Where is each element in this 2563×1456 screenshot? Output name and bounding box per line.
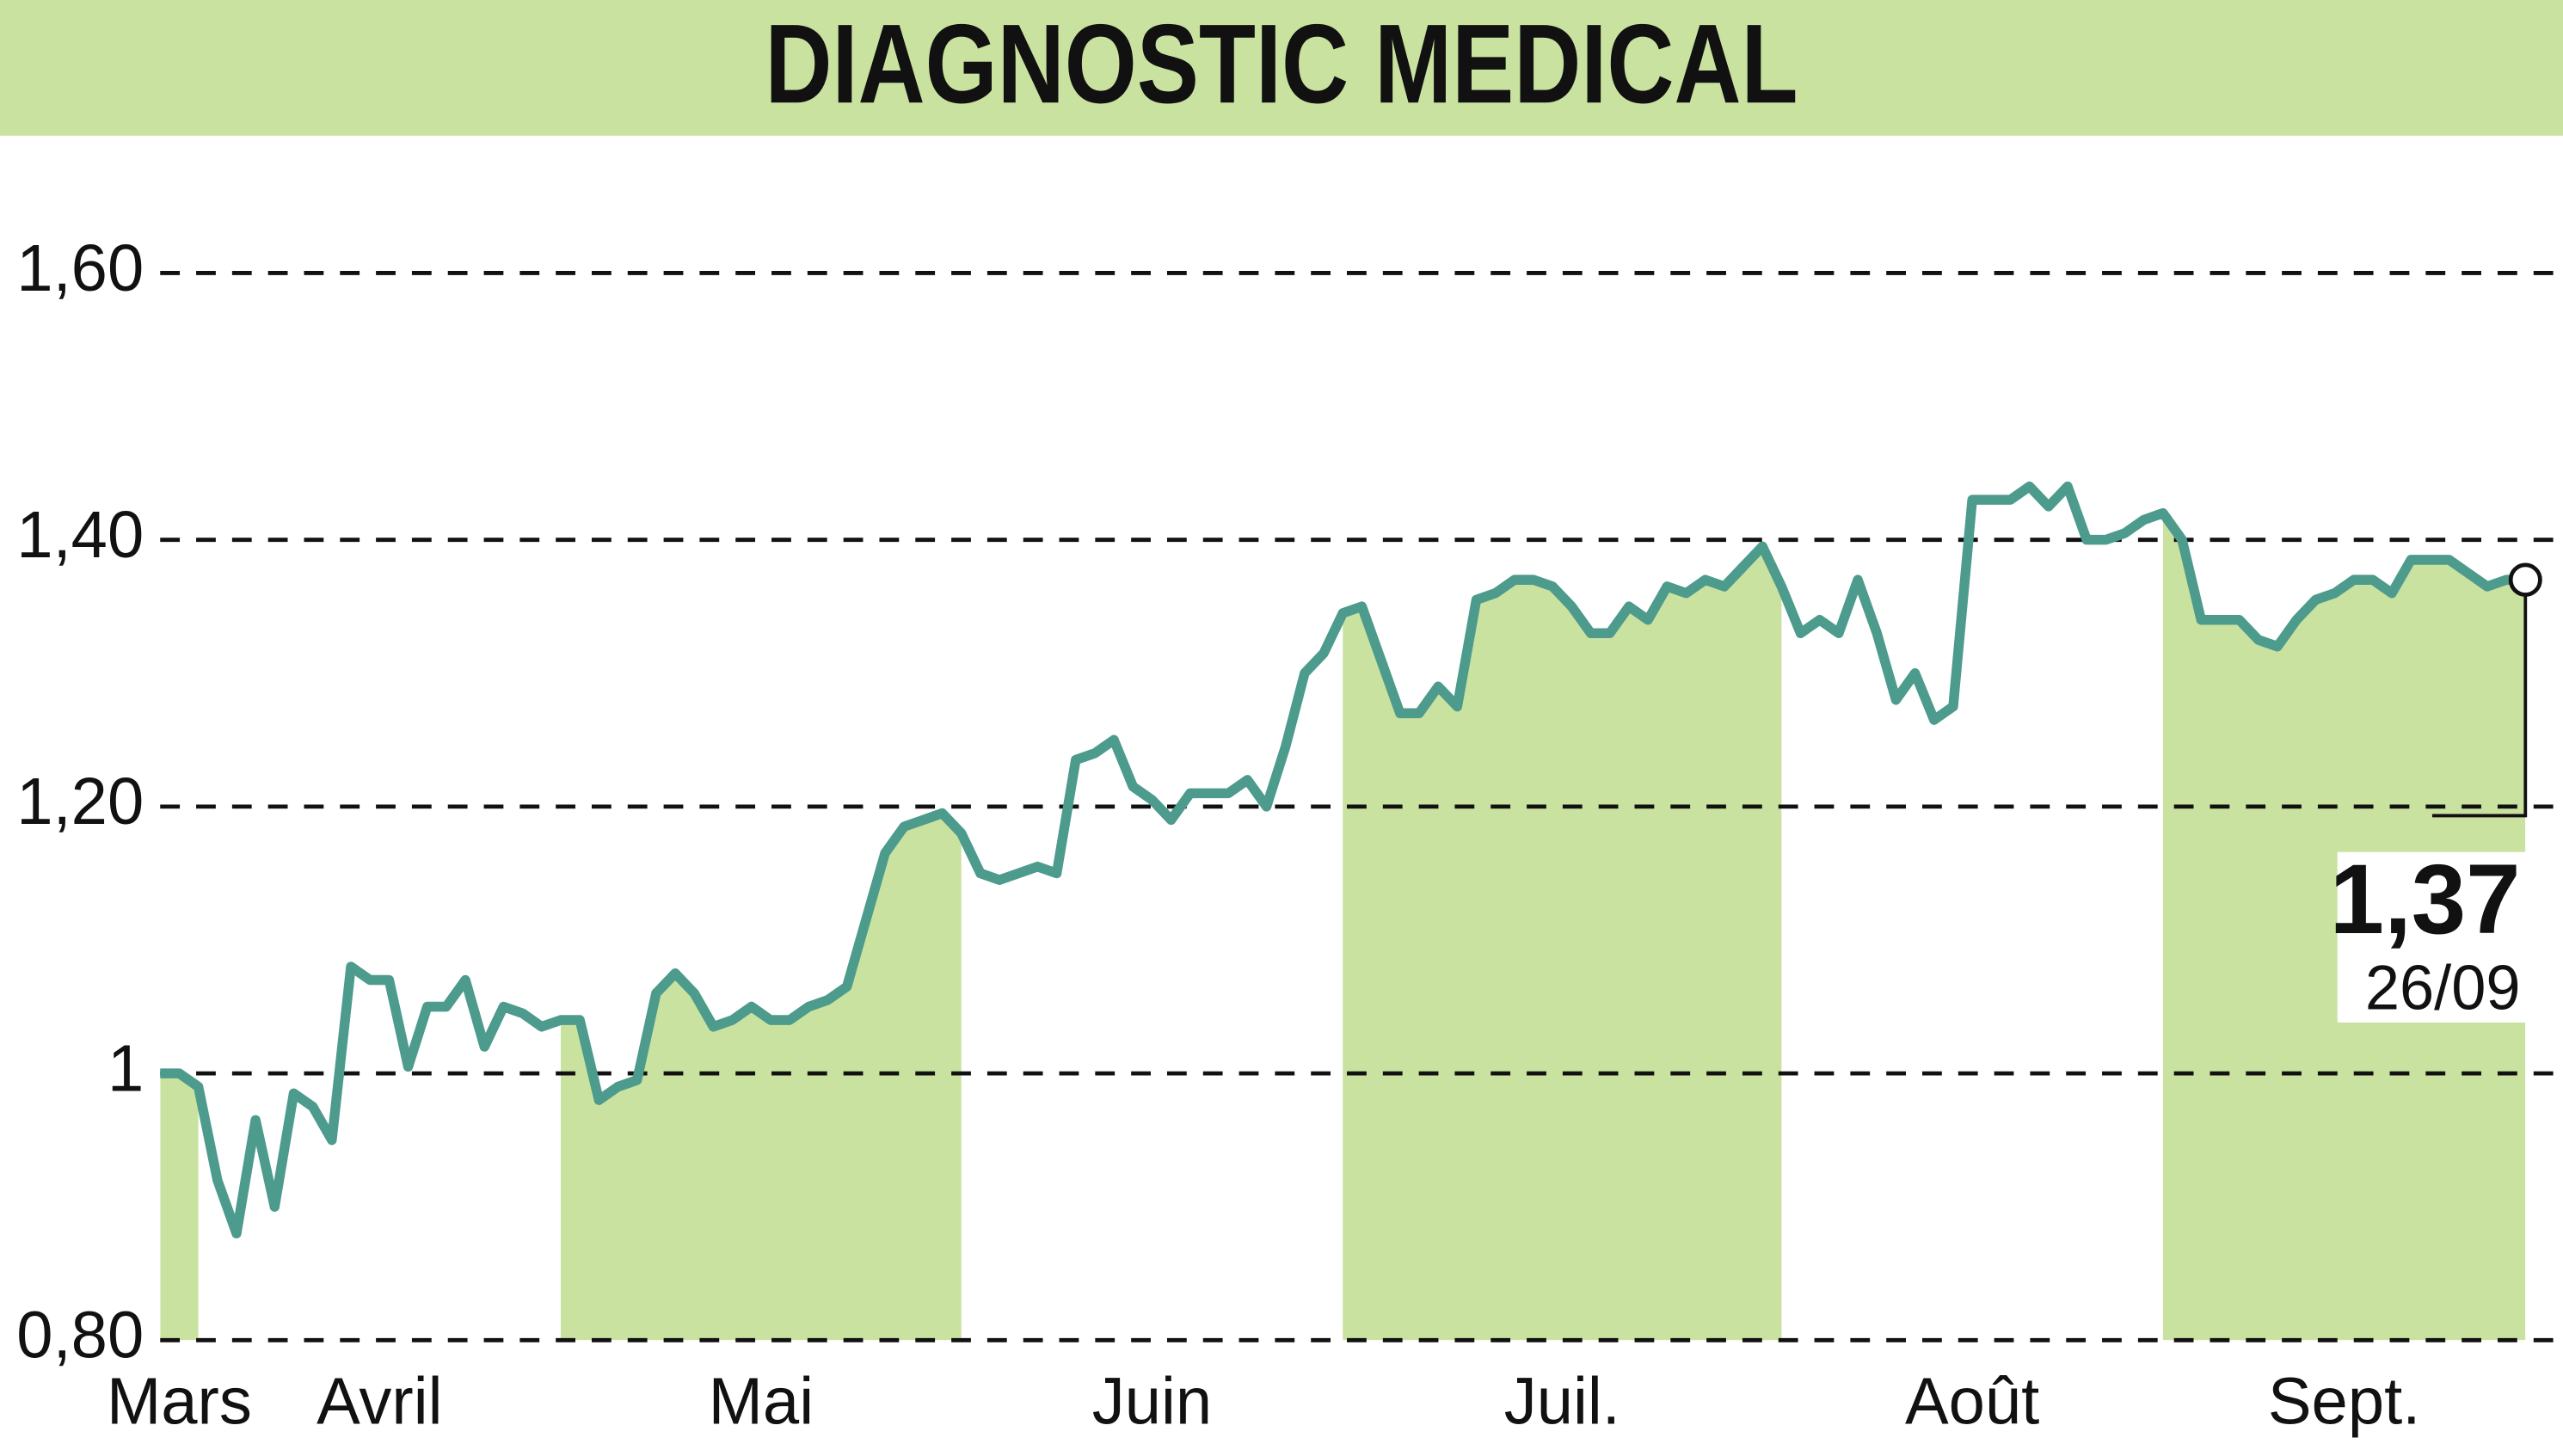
last-date: 26/09 <box>2365 953 2521 1023</box>
y-tick-label: 0,80 <box>16 1299 144 1373</box>
month-band <box>160 486 199 1341</box>
title-band <box>0 0 2563 136</box>
month-band <box>2162 486 2526 1341</box>
x-tick-label: Juil. <box>1504 1365 1620 1439</box>
label-box <box>2337 851 2528 1023</box>
x-tick-label: Sept. <box>2268 1365 2420 1439</box>
x-tick-label: Avril <box>317 1365 442 1439</box>
y-tick-label: 1,60 <box>16 231 144 305</box>
price-line <box>160 481 2526 1239</box>
leader-line <box>2431 580 2528 818</box>
last-value-label: 1,37 <box>2330 844 2521 955</box>
x-tick-label: Mars <box>107 1365 252 1439</box>
chart-title: DIAGNOSTIC MEDICAL <box>765 0 1798 126</box>
x-tick-label: Juin <box>1092 1365 1212 1439</box>
month-band <box>1343 486 1782 1341</box>
x-tick-label: Mai <box>709 1365 814 1439</box>
y-tick-label: 1,20 <box>16 765 144 839</box>
y-tick-label: 1 <box>108 1032 144 1106</box>
month-band <box>560 486 962 1341</box>
x-tick-label: Août <box>1905 1365 2039 1439</box>
y-tick-label: 1,40 <box>16 499 144 573</box>
last-point <box>2508 562 2542 597</box>
